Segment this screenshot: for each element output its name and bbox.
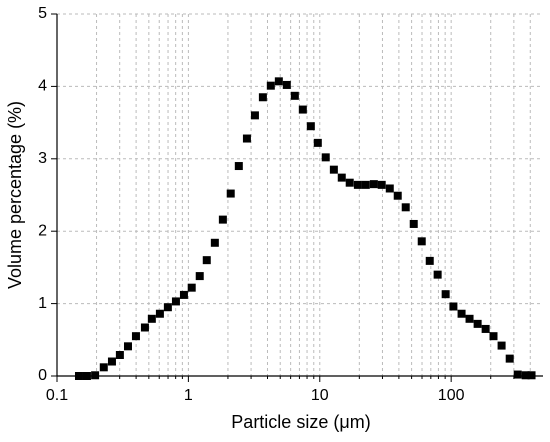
marker	[258, 93, 267, 102]
marker	[345, 178, 354, 187]
marker	[457, 309, 466, 318]
y-tick-label: 4	[38, 78, 47, 95]
marker	[449, 302, 458, 311]
y-axis-label: Volume percentage (%)	[5, 101, 25, 289]
x-axis-label: Particle size (μm)	[231, 412, 370, 432]
y-tick-label: 3	[38, 150, 47, 167]
x-tick-label: 100	[438, 387, 465, 404]
marker	[497, 341, 506, 350]
marker	[147, 314, 156, 323]
marker	[329, 165, 338, 174]
x-tick-label: 1	[184, 387, 193, 404]
marker	[250, 111, 259, 120]
y-tick-label: 0	[38, 367, 47, 384]
marker	[465, 314, 474, 323]
marker	[298, 105, 307, 114]
marker	[393, 191, 402, 200]
marker	[131, 332, 140, 341]
marker	[513, 370, 522, 379]
marker	[377, 180, 386, 189]
marker	[481, 324, 490, 333]
marker	[441, 290, 450, 299]
marker	[155, 309, 164, 318]
marker	[425, 256, 434, 265]
marker	[290, 91, 299, 100]
marker	[107, 357, 116, 366]
marker	[234, 162, 243, 171]
y-tick-label: 2	[38, 222, 47, 239]
marker	[401, 203, 410, 212]
marker	[385, 184, 394, 193]
x-tick-label: 0.1	[46, 387, 68, 404]
marker	[361, 180, 370, 189]
marker	[266, 81, 275, 90]
marker	[187, 283, 196, 292]
marker	[163, 303, 172, 312]
marker	[353, 180, 362, 189]
marker	[417, 237, 426, 246]
marker	[218, 215, 227, 224]
marker	[226, 189, 235, 198]
x-tick-label: 10	[311, 387, 329, 404]
marker	[505, 354, 514, 363]
marker	[195, 272, 204, 281]
marker	[140, 323, 149, 332]
marker	[521, 371, 530, 380]
marker	[306, 122, 315, 131]
marker	[115, 351, 124, 360]
marker	[313, 138, 322, 147]
marker	[123, 342, 132, 351]
y-tick-label: 1	[38, 295, 47, 312]
marker	[409, 219, 418, 228]
marker	[321, 153, 330, 162]
marker	[274, 77, 283, 86]
marker	[433, 270, 442, 279]
marker	[91, 371, 100, 380]
marker	[171, 297, 180, 306]
marker	[473, 319, 482, 328]
marker	[369, 180, 378, 189]
y-tick-label: 5	[38, 5, 47, 22]
marker	[82, 372, 91, 380]
marker	[282, 80, 291, 89]
marker	[337, 173, 346, 182]
marker	[489, 332, 498, 341]
marker	[179, 290, 188, 299]
marker	[242, 134, 251, 143]
marker	[99, 363, 108, 372]
marker	[202, 256, 211, 265]
marker	[527, 371, 536, 380]
marker	[74, 372, 83, 380]
marker	[210, 238, 219, 247]
